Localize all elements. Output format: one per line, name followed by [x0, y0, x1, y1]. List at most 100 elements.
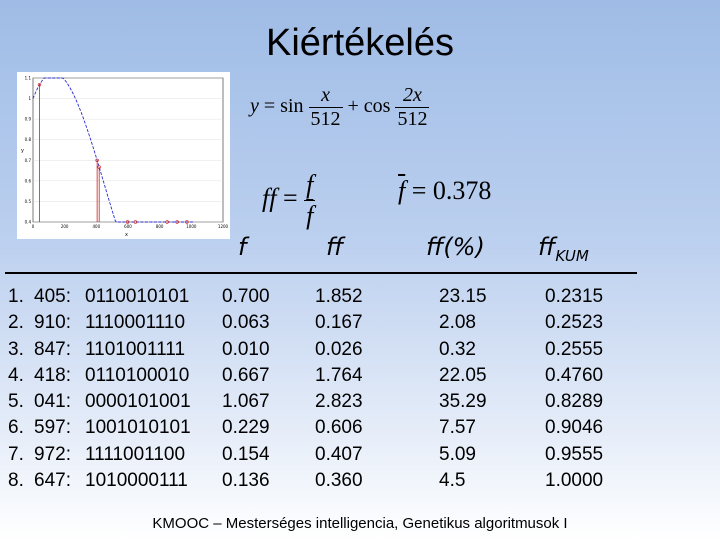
row-ff-percent: 0.32 — [439, 338, 476, 360]
row-ff-percent: 22.05 — [439, 364, 487, 386]
row-value: 405: — [34, 286, 71, 307]
plot-y-tick-label: 0.9 — [25, 117, 32, 122]
row-bits: 0000101001 — [85, 391, 191, 413]
row-f: 0.010 — [222, 338, 270, 360]
formula-fraction-1: x 512 — [308, 84, 343, 131]
plot-y-label: y — [21, 148, 24, 154]
ff-formula-fraction: f f — [304, 170, 316, 231]
row-value: 597: — [34, 417, 71, 439]
mean-f-symbol: f — [398, 176, 406, 205]
column-f: 0.700 0.063 0.010 0.667 1.067 0.229 0.154 0.136 — [222, 284, 270, 494]
row-index: 3. — [8, 338, 24, 360]
formula-plus: + — [347, 95, 359, 118]
mean-fitness-formula: f = 0.378 — [398, 176, 491, 206]
row-ff: 1.764 — [315, 364, 363, 386]
ff-fraction-numerator: f — [304, 170, 316, 201]
row-ff: 0.407 — [315, 443, 363, 465]
row-bits: 1111001100 — [85, 443, 186, 465]
row-bits: 0110100010 — [85, 364, 190, 386]
row-ff: 0.606 — [315, 417, 363, 439]
plot-x-tick-label: 1000 — [186, 224, 197, 229]
fraction-1-numerator: x — [308, 84, 343, 108]
row-ff-percent: 7.57 — [439, 417, 476, 439]
plot-markers — [37, 83, 189, 224]
row-value: 972: — [34, 443, 71, 465]
row-ff: 0.026 — [315, 338, 363, 360]
column-ff-percent: 23.15 2.08 0.32 22.05 35.29 7.57 5.09 4.5 — [439, 284, 487, 494]
column-value: 405: 910: 847: 418: 041: 597: 972: 647: — [34, 284, 71, 494]
plot-marker-point — [133, 220, 138, 224]
row-f: 0.154 — [222, 443, 270, 465]
row-ff-percent: 23.15 — [439, 286, 487, 307]
plot-x-tick-label: 800 — [156, 224, 164, 229]
footer-text: KMOOC – Mesterséges intelligencia, Genet… — [152, 515, 568, 532]
row-f: 0.700 — [222, 286, 270, 307]
row-f: 0.229 — [222, 417, 270, 439]
header-f: f — [238, 233, 247, 261]
plot-x-tick-label: 200 — [61, 224, 69, 229]
plot-y-tick-label: 0.6 — [25, 178, 32, 183]
plot-y-ticks: 1.1 1 0.9 0.8 0.7 0.6 0.5 0.4 — [25, 76, 32, 225]
header-divider — [5, 272, 637, 274]
row-f: 1.067 — [222, 391, 270, 413]
plot-x-tick-label: 400 — [93, 224, 101, 229]
row-ff: 1.852 — [315, 286, 363, 307]
plot-marker-point — [95, 158, 99, 162]
ff-formula-lhs: ff — [262, 183, 277, 213]
row-ff: 0.167 — [315, 312, 363, 334]
row-index: 2. — [8, 312, 24, 334]
plot-x-tick-label: 0 — [32, 224, 35, 229]
plot-x-tick-label: 600 — [124, 224, 132, 229]
plot-axes-box — [32, 77, 224, 223]
row-ff-kum: 0.2555 — [545, 338, 604, 360]
row-value: 418: — [34, 364, 71, 386]
row-ff: 0.360 — [315, 470, 363, 492]
row-ff-kum: 0.9046 — [545, 417, 604, 439]
header-ff: ff — [326, 233, 344, 261]
ff-fraction-denominator: f — [306, 201, 314, 230]
formula-fraction-2: 2x 512 — [395, 84, 430, 131]
row-ff-kum: 1.0000 — [545, 470, 604, 492]
row-bits: 1010000111 — [85, 470, 188, 492]
header-ff-kum: ffKUM — [538, 233, 589, 265]
plot-y-tick-label: 0.4 — [25, 220, 32, 225]
row-index: 8. — [8, 470, 24, 492]
slide-title: Kiértékelés — [266, 22, 454, 64]
row-index: 5. — [8, 391, 24, 413]
plot-y-tick-label: 0.5 — [25, 199, 32, 204]
row-index: 7. — [8, 443, 24, 465]
formula-y-eq: = — [263, 95, 276, 118]
row-ff-percent: 5.09 — [439, 443, 476, 465]
plot-marker-point — [175, 220, 179, 224]
plot-y-tick-label: 0.8 — [25, 137, 32, 142]
fraction-1-denominator: 512 — [310, 108, 341, 130]
plot-marker-point — [97, 165, 101, 169]
column-index: 1. 2. 3. 4. 5. 6. 7. 8. — [8, 284, 24, 494]
row-index: 6. — [8, 417, 24, 439]
formula-sin: sin — [280, 95, 304, 118]
formula-y-lhs: y — [250, 95, 259, 118]
ff-formula-eq: = — [282, 183, 298, 213]
plot-marker-point — [125, 220, 130, 224]
function-formula: y = sin x 512 + cos 2x 512 — [250, 84, 430, 131]
column-ff-kum: 0.2315 0.2523 0.2555 0.4760 0.8289 0.9046 0.95… — [545, 284, 603, 494]
row-ff-kum: 0.4760 — [545, 364, 604, 386]
row-value: 041: — [34, 391, 71, 413]
plot-marker-point — [185, 220, 189, 224]
mean-f-value: = 0.378 — [411, 176, 492, 205]
row-bits: 1110001110 — [85, 312, 186, 334]
row-f: 0.667 — [222, 364, 270, 386]
plot-grid — [33, 77, 223, 223]
row-value: 647: — [34, 470, 71, 492]
header-ff-kum-base: ff — [538, 233, 556, 261]
plot-y-tick-label: 1 — [28, 96, 31, 101]
row-ff-kum: 0.9555 — [545, 443, 604, 465]
row-ff-percent: 2.08 — [439, 312, 476, 334]
header-ff-kum-sub: KUM — [555, 246, 589, 265]
row-ff-kum: 0.2523 — [545, 312, 604, 334]
plot-marker-point — [37, 83, 42, 87]
plot-x-tick-label: 1200 — [218, 224, 229, 229]
row-bits: 1001010101 — [85, 417, 191, 439]
row-ff-percent: 35.29 — [439, 391, 487, 413]
plot-y-tick-label: 1.1 — [25, 76, 32, 81]
